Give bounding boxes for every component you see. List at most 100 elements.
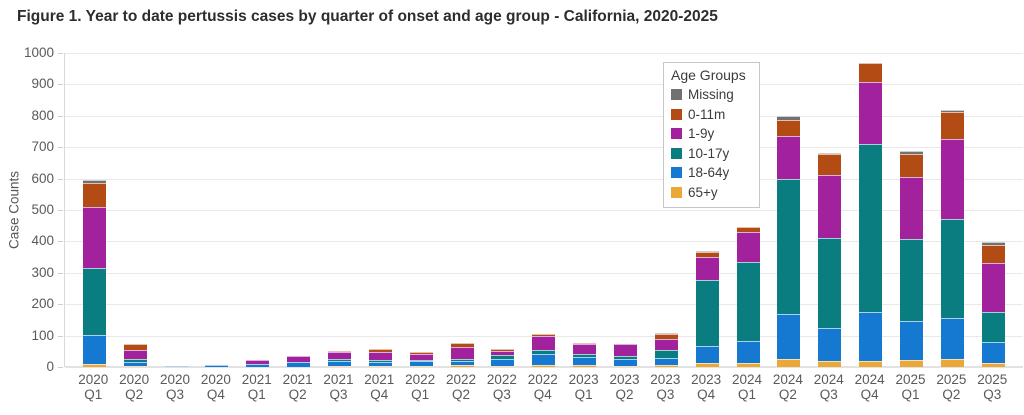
- bar-2020-q4: [205, 364, 229, 367]
- bar-segment-10-17y: [491, 355, 515, 360]
- bar-segment-0-11m: [818, 153, 842, 176]
- bar-segment-65plusy: [491, 365, 515, 367]
- x-tick-line: Q4: [206, 387, 225, 402]
- x-tick-line: Q2: [615, 387, 634, 402]
- bar-segment-18-64y: [205, 364, 229, 367]
- bar-segment-65plusy: [409, 365, 433, 367]
- bar-segment-0-11m: [900, 153, 923, 178]
- legend-swatch-icon: [671, 167, 682, 179]
- bar-segment-10-17y: [368, 359, 392, 362]
- bar-segment-1-9y: [654, 338, 678, 351]
- plot-area: [64, 53, 1023, 368]
- bar-segment-18-64y: [368, 361, 392, 367]
- legend-swatch-icon: [671, 89, 682, 101]
- bar-segment-18-64y: [82, 335, 106, 364]
- x-tick-line: Q1: [738, 387, 757, 402]
- x-tick-label: 2023 Q4: [684, 372, 728, 402]
- bar-segment-1-9y: [287, 356, 311, 362]
- bar-segment-18-64y: [900, 320, 923, 361]
- x-tick-line: 2023: [568, 372, 599, 387]
- bar-segment-0-11m: [532, 334, 556, 336]
- x-tick-line: 2020: [159, 372, 191, 387]
- bar-segment-18-64y: [940, 317, 964, 360]
- bar-segment-1-9y: [981, 263, 1005, 313]
- bar-2023-q4: [695, 251, 719, 367]
- bar-2020-q2: [123, 344, 147, 367]
- x-tick-label: 2020 Q1: [71, 372, 115, 402]
- bar-segment-65plusy: [777, 359, 801, 367]
- legend-items: Missing 0-11m 1-9y 10-17y 18-64y 65+y: [671, 85, 757, 202]
- x-tick-line: Q2: [778, 387, 797, 402]
- bar-segment-18-64y: [777, 313, 801, 360]
- x-tick-label: 2021 Q4: [357, 372, 401, 402]
- x-tick-label: 2024 Q4: [848, 372, 892, 402]
- legend-item-label: 1-9y: [688, 126, 715, 142]
- legend-item-10-17y: 10-17y: [671, 144, 757, 164]
- bar-segment-65plusy: [327, 366, 351, 367]
- x-tick-line: Q3: [329, 387, 348, 402]
- bar-segment-10-17y: [287, 361, 311, 363]
- bar-segment-0-11m: [82, 182, 106, 208]
- y-tick-mark: [58, 147, 63, 149]
- bar-segment-18-64y: [573, 357, 597, 366]
- bar-2022-q4: [532, 334, 556, 367]
- y-tick-mark: [58, 367, 63, 368]
- bar-segment-0-11m: [409, 351, 433, 354]
- x-tick-line: Q1: [247, 387, 266, 402]
- y-tick-label: 300: [31, 264, 54, 280]
- x-tick-line: 2024: [732, 372, 763, 387]
- bar-segment-18-64y: [654, 357, 678, 365]
- bar-segment-0-11m: [654, 334, 678, 339]
- bar-segment-65plusy: [573, 365, 597, 367]
- bar-segment-0-11m: [491, 349, 515, 351]
- x-tick-line: 2023: [609, 372, 640, 387]
- x-tick-line: 2021: [241, 372, 272, 387]
- legend-swatch-icon: [671, 147, 682, 159]
- bar-segment-10-17y: [82, 268, 106, 335]
- y-tick-label: 400: [31, 233, 54, 249]
- bar-segment-missing: [777, 116, 801, 120]
- gridline-200: [65, 304, 1023, 306]
- x-tick-line: 2022: [405, 372, 436, 387]
- bar-segment-1-9y: [695, 257, 719, 281]
- bar-segment-18-64y: [287, 362, 311, 367]
- bar-2020-q3: [164, 366, 188, 367]
- gridline-400: [65, 241, 1023, 243]
- bar-segment-10-17y: [327, 359, 351, 361]
- bar-segment-0-11m: [695, 252, 719, 258]
- x-tick-label: 2021 Q1: [235, 372, 279, 402]
- bar-segment-18-64y: [491, 359, 515, 366]
- bar-segment-65plusy: [981, 363, 1005, 367]
- legend-item-18-64y: 18-64y: [671, 163, 757, 183]
- bar-segment-1-9y: [736, 232, 760, 263]
- y-tick-label: 700: [31, 139, 54, 155]
- bar-segment-10-17y: [123, 359, 147, 362]
- bar-segment-0-11m: [940, 112, 964, 140]
- x-tick-label: 2023 Q1: [562, 372, 606, 402]
- bar-segment-10-17y: [940, 218, 964, 318]
- bar-segment-10-17y: [613, 356, 637, 360]
- x-tick-label: 2020 Q4: [194, 372, 238, 402]
- figure-title: Figure 1. Year to date pertussis cases b…: [17, 8, 718, 25]
- x-tick-line: Q2: [288, 387, 307, 402]
- bar-segment-1-9y: [900, 177, 923, 239]
- bar-segment-0-11m: [368, 349, 392, 352]
- legend-item-missing: Missing: [671, 85, 757, 105]
- y-tick-mark: [58, 210, 63, 211]
- y-tick-label: 0: [46, 359, 54, 374]
- legend-swatch-icon: [671, 108, 682, 120]
- x-tick-line: 2023: [650, 372, 681, 387]
- bar-segment-1-9y: [818, 175, 842, 238]
- bar-segment-missing: [695, 251, 719, 253]
- x-tick-label: 2025 Q2: [929, 372, 973, 402]
- x-tick-label: 2022 Q1: [398, 372, 442, 402]
- x-tick-line: Q1: [411, 387, 430, 402]
- x-tick-label: 2025 Q3: [970, 372, 1014, 402]
- legend-item-label: 10-17y: [688, 145, 730, 161]
- bar-2023-q2: [613, 343, 637, 367]
- x-tick-label: 2020 Q2: [112, 372, 156, 402]
- bar-segment-18-64y: [532, 354, 556, 365]
- x-tick-line: 2024: [772, 372, 803, 387]
- legend-item-label: Missing: [688, 87, 734, 103]
- gridline-0: [65, 366, 1023, 368]
